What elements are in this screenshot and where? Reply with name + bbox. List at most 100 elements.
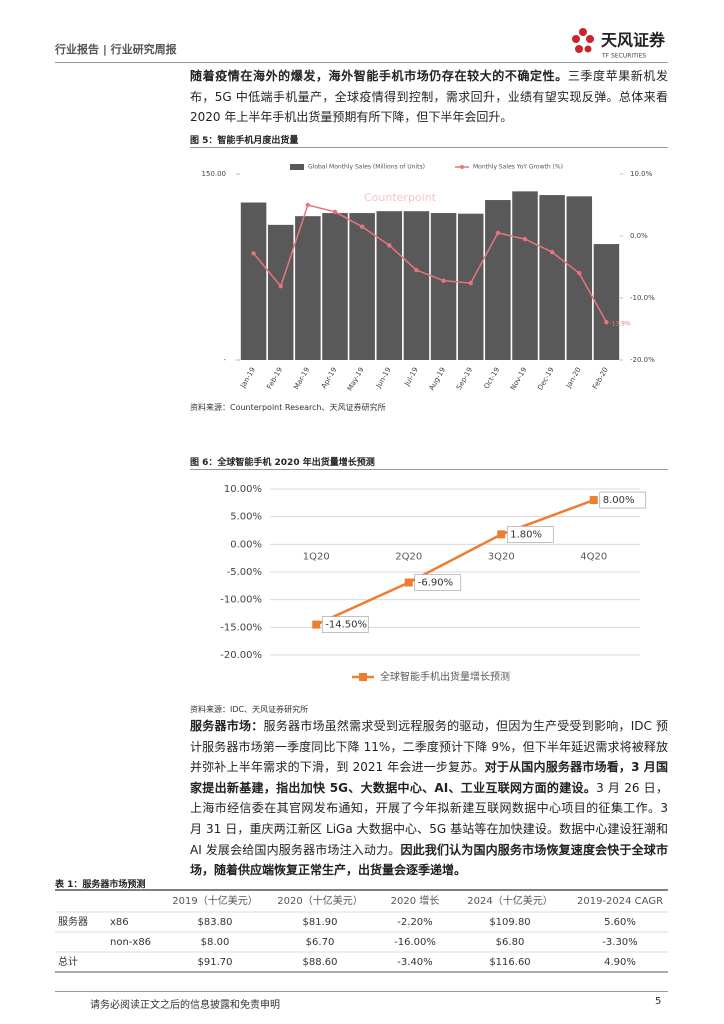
table-cell: $116.60 [489, 957, 530, 968]
paragraph: 随着疫情在海外的爆发，海外智能手机市场仍存在较大的不确定性。三季度苹果新机发布，… [190, 66, 668, 128]
y-tick-label: - [223, 356, 226, 364]
point [604, 319, 609, 325]
x-tick-label: Jun-19 [374, 366, 393, 390]
bar [403, 211, 430, 360]
footer-text: 请务必阅读正文之后的信息披露和免责申明 [90, 1000, 280, 1011]
row-label: 总计 [58, 955, 78, 968]
table: 2019（十亿美元） 2020（十亿美元） 2020 增长 2024（十亿美元） 201… [55, 889, 668, 973]
point [441, 278, 446, 283]
table-header: 2020 增长 [391, 894, 440, 907]
point [549, 249, 555, 255]
bar [267, 224, 294, 360]
bar [512, 191, 538, 360]
x-tick-label: Dec-19 [536, 366, 555, 392]
bar [566, 196, 593, 360]
text-run: 随着疫情在海外的爆发，海外智能手机市场仍存在较大的不确定性。 [190, 69, 568, 83]
chart: 10.00% 5.00% 0.00% -5.00% -10.00% -15.00% -20.… [220, 484, 647, 683]
point [278, 284, 283, 289]
point [577, 271, 582, 276]
point [305, 202, 311, 208]
table-header: 2019-2024 CAGR [577, 896, 663, 907]
x-tick-label: Sep-19 [455, 366, 474, 391]
text-run: 因此我们认为国内服务市场恢复速度会快于全球市场，随着供应端恢复正常生产，出货量会… [190, 842, 668, 878]
bar [593, 244, 620, 360]
value-label: 1.80% [510, 529, 542, 540]
bar [457, 213, 484, 360]
value-label: -6.90% [418, 578, 453, 589]
y2-tick-label: 0.0% [630, 232, 648, 240]
figure-source: 资料来源：Counterpoint Research、天风证券研究所 [190, 403, 386, 412]
table-header: 2020（十亿美元） [277, 894, 362, 907]
table-cell: 5.60% [604, 917, 636, 928]
y2-tick-label: 10.0% [630, 170, 653, 178]
legend-label: Monthly Sales YoY Growth (%) [473, 164, 563, 171]
y-tick-label: -5.00% [227, 567, 262, 578]
table-cell: $91.70 [198, 957, 233, 968]
x-tick-label: Aug-19 [428, 366, 447, 392]
paragraph: 服务器市场：服务器市场虽然需求受到远程服务的驱动，但因为生产受受到影响，IDC … [190, 716, 668, 881]
point [468, 280, 473, 286]
y-tick-label: 5.00% [230, 512, 262, 523]
table-cell: $8.00 [201, 937, 230, 948]
y-tick-label: 150.00 [202, 170, 227, 178]
x-tick-label: Feb-19 [265, 366, 284, 391]
bar [430, 213, 457, 360]
legend-marker [460, 165, 464, 169]
bar [322, 213, 348, 360]
y-tick-label: -15.00% [220, 622, 262, 633]
x-tick-label: Jan-20 [564, 366, 583, 390]
header-rule [55, 62, 668, 63]
page-number: 5 [655, 996, 662, 1007]
y2-tick-label: -20.0% [630, 356, 655, 364]
x-tick-label: 2Q20 [395, 551, 422, 562]
line [252, 204, 608, 323]
bar [376, 211, 403, 360]
legend-label: Global Monthly Sales (Millions of Units) [308, 164, 425, 171]
chart: Counterpoint - 150.00 10.0% 0.0% -10.0% -20.0%… [202, 164, 656, 393]
table-cell: $109.80 [489, 917, 530, 928]
bar [485, 200, 511, 360]
text-run: 服务器市场： [190, 719, 264, 733]
x-tick-label: Nov-19 [509, 366, 528, 392]
logo: 天风证券 TF SECURITIES [572, 28, 666, 60]
point [387, 243, 392, 248]
point [332, 209, 338, 215]
y-tick-label: 10.00% [224, 484, 262, 495]
point [404, 578, 413, 587]
y-tick-label: -10.00% [220, 595, 262, 606]
x-tick-label: Oct-19 [483, 366, 502, 390]
header-left: 行业报告 | 行业研究周报 [55, 43, 177, 56]
x-tick-label: Apr-19 [320, 366, 338, 390]
y-tick-label: -20.00% [220, 650, 262, 661]
footer-rule [55, 991, 668, 992]
line [315, 498, 595, 626]
row-sublabel: non-x86 [110, 937, 151, 948]
brand-en: TF SECURITIES [601, 53, 646, 60]
point [414, 267, 419, 273]
x-tick-label: 1Q20 [303, 551, 330, 562]
x-tick-label: Jan-19 [238, 366, 257, 390]
table-header: 2019（十亿美元） [172, 894, 257, 907]
point [497, 530, 506, 539]
text-run: 三季度苹果新机发布，5G 中低端手机量产，全球疫情得到控制，需求回升，业绩有望实… [190, 69, 668, 125]
table-cell: $6.80 [496, 937, 525, 948]
label-box [506, 526, 554, 543]
label-box [599, 491, 647, 509]
point [495, 230, 501, 236]
value-label: 8.00% [603, 495, 635, 506]
figure-source: 资料来源：IDC、天风证券研究所 [190, 705, 309, 714]
value-label: -14.50% [325, 620, 367, 631]
text-run: 对于从国内服务器市场看，3 月国家提出新基建，指出加快 5G、大数据中心、AI、… [190, 760, 669, 795]
legend-marker [359, 673, 367, 681]
table-cell: 4.90% [604, 957, 636, 968]
text-run: 3 月 26 日，上海市经信委在其官网发布通知，开展了今年拟新建互联网数据中心项… [190, 780, 668, 857]
logo-icon [572, 28, 594, 53]
brand: 天风证券 [601, 31, 666, 50]
table-cell: -2.20% [397, 917, 432, 928]
point [312, 620, 321, 629]
table-caption: 表 1：服务器市场预测 [55, 880, 146, 890]
row-label: 服务器 [58, 915, 88, 928]
x-tick-label: May-19 [346, 366, 366, 392]
caption-rule [190, 469, 668, 470]
